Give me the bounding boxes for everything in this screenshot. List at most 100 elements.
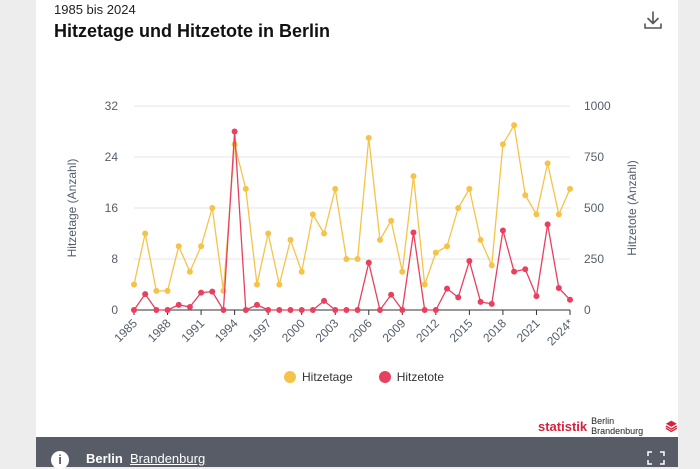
data-point-hitzetage: [388, 217, 395, 224]
legend-label-hitzetage: Hitzetage: [302, 370, 353, 384]
data-point-hitzetote: [488, 300, 495, 307]
brand-layers-icon: [665, 420, 678, 433]
x-tick-label: 2018: [480, 316, 509, 345]
data-point-hitzetote: [343, 307, 350, 313]
data-point-hitzetage: [399, 268, 406, 275]
data-point-hitzetage: [164, 287, 171, 294]
data-point-hitzetage: [175, 243, 182, 250]
data-point-hitzetage: [354, 256, 361, 262]
brand-subtitle: Berlin Brandenburg: [591, 416, 644, 436]
data-point-hitzetage: [231, 141, 238, 148]
data-point-hitzetage: [421, 281, 428, 288]
data-point-hitzetage: [198, 243, 205, 250]
data-point-hitzetage: [276, 281, 283, 288]
data-point-hitzetote: [332, 307, 339, 313]
brand-logo[interactable]: statistik Berlin Brandenburg: [538, 416, 678, 436]
data-point-hitzetage: [444, 243, 451, 250]
data-point-hitzetote: [466, 258, 473, 265]
x-tick-label: 1991: [178, 316, 207, 345]
data-point-hitzetage: [522, 192, 529, 199]
data-point-hitzetote: [555, 284, 562, 291]
data-point-hitzetage: [209, 205, 216, 211]
data-point-hitzetote: [511, 268, 518, 275]
legend-marker-hitzetage: [284, 371, 296, 383]
data-point-hitzetage: [253, 281, 260, 288]
data-point-hitzetote: [153, 307, 160, 313]
data-point-hitzetage: [477, 236, 484, 243]
x-tick-label: 2015: [447, 316, 476, 345]
legend-item-hitzetote[interactable]: Hitzetote: [378, 370, 445, 384]
legend-item-hitzetage[interactable]: Hitzetage: [284, 370, 353, 384]
data-point-hitzetote: [220, 307, 227, 313]
data-point-hitzetote: [477, 298, 484, 305]
data-point-hitzetage: [186, 268, 193, 275]
tab-berlin[interactable]: Berlin: [86, 451, 123, 466]
data-point-hitzetote: [298, 307, 305, 313]
y-right-tick-label: 0: [584, 303, 591, 317]
data-point-hitzetage: [142, 230, 149, 237]
data-point-hitzetage: [488, 262, 495, 269]
data-point-hitzetote: [164, 307, 171, 313]
data-point-hitzetote: [231, 128, 238, 135]
data-point-hitzetote: [354, 307, 361, 313]
data-point-hitzetage: [455, 205, 462, 211]
data-point-hitzetage: [287, 236, 294, 243]
data-point-hitzetage: [555, 211, 562, 218]
data-point-hitzetage: [365, 134, 372, 141]
chart-card: 1985 bis 2024 Hitzetage und Hitzetote in…: [36, 0, 678, 469]
brand-name: statistik: [538, 418, 588, 434]
chart-legend: Hitzetage Hitzetote: [284, 370, 444, 384]
data-point-hitzetage: [511, 122, 518, 129]
x-tick-label: 1994: [212, 316, 241, 345]
x-tick-label: 2006: [346, 316, 375, 345]
y-right-tick-label: 250: [584, 252, 604, 266]
y-left-tick-label: 32: [105, 99, 119, 113]
info-icon[interactable]: i: [51, 451, 69, 469]
legend-label-hitzetote: Hitzetote: [396, 370, 445, 384]
data-point-hitzetage: [432, 249, 439, 256]
data-point-hitzetage: [153, 287, 160, 294]
y-left-tick-label: 8: [111, 252, 118, 266]
y-right-tick-label: 1000: [584, 99, 611, 113]
y-left-tick-label: 16: [105, 201, 119, 215]
x-tick-label: 2000: [279, 316, 308, 345]
data-point-hitzetage: [265, 230, 272, 237]
data-point-hitzetote: [321, 297, 328, 304]
data-point-hitzetote: [142, 291, 149, 298]
data-point-hitzetote: [388, 291, 395, 298]
data-point-hitzetote: [522, 266, 529, 273]
download-icon[interactable]: [642, 9, 664, 31]
chart-subtitle: 1985 bis 2024: [54, 2, 136, 17]
data-point-hitzetage: [131, 281, 137, 288]
x-tick-label: 2009: [380, 316, 409, 345]
data-point-hitzetote: [533, 293, 540, 300]
data-point-hitzetote: [131, 307, 137, 313]
series-line-hitzetote: [133, 130, 571, 311]
data-point-hitzetote: [567, 296, 573, 303]
y-left-tick-label: 24: [105, 150, 119, 164]
tab-brandenburg[interactable]: Brandenburg: [130, 451, 206, 466]
footer-bar: i Berlin Brandenburg: [36, 437, 678, 469]
data-point-hitzetage: [410, 173, 417, 180]
data-point-hitzetote: [265, 307, 272, 313]
data-point-hitzetote: [309, 307, 316, 313]
data-point-hitzetote: [499, 227, 506, 234]
data-point-hitzetote: [175, 301, 182, 308]
data-point-hitzetote: [444, 285, 451, 292]
data-point-hitzetote: [399, 307, 406, 313]
y-left-tick-label: 0: [111, 303, 118, 317]
data-point-hitzetote: [276, 307, 283, 313]
x-tick-label: 2012: [413, 316, 442, 345]
data-point-hitzetote: [287, 307, 294, 313]
fullscreen-icon[interactable]: [647, 451, 665, 465]
data-point-hitzetote: [365, 259, 372, 266]
data-point-hitzetote: [186, 303, 193, 310]
x-tick-label: 2021: [514, 316, 543, 345]
data-point-hitzetage: [321, 230, 328, 237]
x-tick-label: 1997: [245, 316, 274, 345]
data-point-hitzetote: [209, 288, 216, 295]
series-line-hitzetage: [133, 124, 571, 292]
y-right-tick-label: 500: [584, 201, 604, 215]
chart-svg: 0 0 8 250 16 500 24 750 32 1000 Hitzetage (Anzahl)…: [65, 99, 639, 348]
data-point-hitzetage: [376, 236, 383, 243]
